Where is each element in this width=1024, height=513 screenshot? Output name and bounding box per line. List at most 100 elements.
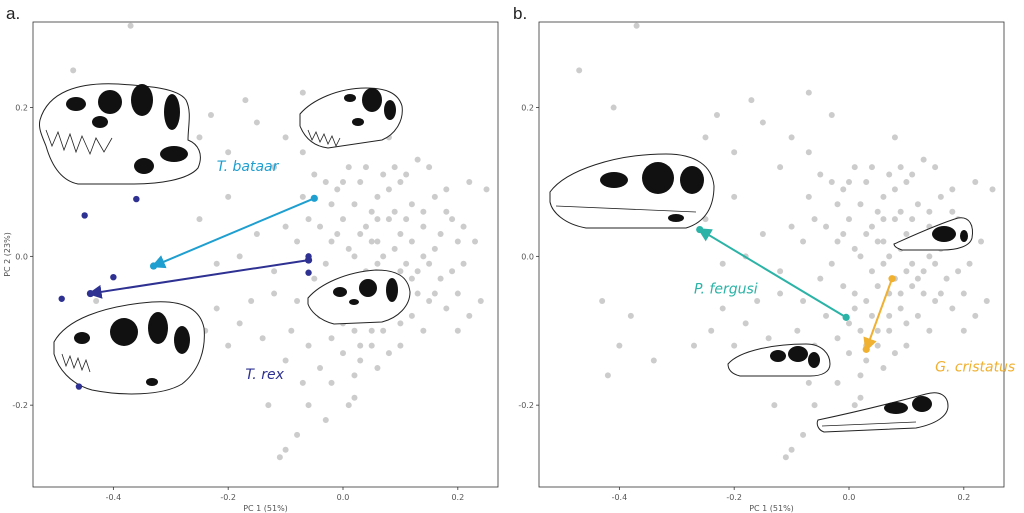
background-point bbox=[874, 327, 881, 334]
background-point bbox=[236, 320, 243, 327]
background-point bbox=[759, 119, 766, 126]
background-point bbox=[426, 260, 433, 267]
background-point bbox=[276, 454, 283, 461]
panel-b-frame bbox=[538, 21, 1005, 488]
background-point bbox=[385, 216, 392, 223]
background-point bbox=[777, 268, 784, 275]
background-point bbox=[777, 164, 784, 171]
background-point bbox=[880, 216, 887, 223]
species-point bbox=[305, 269, 312, 276]
background-point bbox=[299, 193, 306, 200]
background-point bbox=[650, 357, 657, 364]
background-point bbox=[886, 253, 893, 260]
background-point bbox=[288, 327, 295, 334]
juvenile-point bbox=[149, 262, 158, 270]
background-point bbox=[443, 208, 450, 215]
x-tick-label: -0.2 bbox=[726, 493, 742, 502]
background-point bbox=[851, 290, 858, 297]
background-point bbox=[477, 298, 484, 304]
background-point bbox=[374, 238, 381, 245]
background-point bbox=[426, 164, 433, 171]
background-point bbox=[599, 298, 606, 304]
background-point bbox=[880, 238, 887, 245]
background-point bbox=[765, 335, 772, 342]
crocodylomorph-skull-illustration-small-right bbox=[893, 217, 973, 251]
background-point bbox=[713, 112, 720, 118]
background-point bbox=[213, 305, 220, 312]
background-point bbox=[983, 298, 990, 304]
background-point bbox=[857, 201, 864, 208]
background-point bbox=[196, 134, 203, 141]
x-tick-label: 0.0 bbox=[843, 493, 856, 502]
x-tick-label: 0.2 bbox=[451, 493, 464, 502]
background-point bbox=[943, 275, 950, 282]
background-point bbox=[368, 342, 375, 349]
background-point bbox=[932, 298, 939, 304]
background-point bbox=[408, 275, 415, 282]
background-point bbox=[271, 164, 278, 171]
species-point bbox=[133, 195, 140, 203]
background-point bbox=[633, 22, 640, 29]
background-point bbox=[805, 379, 812, 386]
background-point bbox=[788, 446, 795, 453]
background-point bbox=[949, 208, 956, 215]
background-point bbox=[886, 312, 893, 319]
background-point bbox=[414, 290, 421, 297]
background-point bbox=[351, 372, 358, 379]
background-point bbox=[391, 208, 398, 215]
adult-point bbox=[842, 313, 850, 321]
background-point bbox=[93, 298, 100, 304]
x-axis-label: PC 1 (51%) bbox=[243, 504, 288, 513]
background-point bbox=[431, 193, 438, 200]
background-point bbox=[328, 335, 335, 342]
background-point bbox=[403, 216, 410, 223]
background-point bbox=[466, 312, 473, 319]
background-point bbox=[880, 193, 887, 200]
background-point bbox=[742, 320, 749, 327]
background-point bbox=[328, 238, 335, 245]
background-point bbox=[903, 320, 910, 327]
adult-point bbox=[888, 275, 896, 283]
tyrannosaur-skull-illustration-medium bbox=[307, 269, 411, 325]
background-point bbox=[466, 178, 473, 185]
background-point bbox=[731, 149, 738, 156]
juvenile-point bbox=[862, 345, 870, 353]
background-point bbox=[903, 178, 910, 185]
background-point bbox=[213, 260, 220, 267]
background-point bbox=[851, 402, 858, 409]
background-point bbox=[397, 320, 404, 327]
background-point bbox=[966, 260, 973, 267]
background-point bbox=[414, 156, 421, 163]
background-point bbox=[920, 268, 927, 275]
ontogenetic-trajectory-arrow bbox=[863, 278, 893, 352]
background-point bbox=[236, 253, 243, 260]
background-point bbox=[328, 201, 335, 208]
background-point bbox=[305, 342, 312, 349]
background-point bbox=[196, 216, 203, 223]
background-point bbox=[748, 97, 755, 104]
background-point bbox=[932, 260, 939, 267]
background-point bbox=[897, 305, 904, 312]
background-point bbox=[926, 208, 933, 215]
background-point bbox=[345, 402, 352, 409]
background-point bbox=[368, 327, 375, 334]
background-point bbox=[431, 245, 438, 252]
background-point bbox=[811, 216, 818, 223]
background-point bbox=[449, 268, 456, 275]
ontogenetic-trajectory-arrow bbox=[87, 259, 309, 299]
background-point bbox=[955, 268, 962, 275]
background-point bbox=[903, 268, 910, 275]
background-point bbox=[443, 186, 450, 193]
background-point bbox=[225, 149, 232, 156]
background-point bbox=[357, 231, 364, 238]
background-point bbox=[754, 298, 761, 304]
background-point bbox=[334, 231, 341, 238]
background-point bbox=[357, 342, 364, 349]
species-point bbox=[110, 273, 117, 281]
background-point bbox=[874, 342, 881, 349]
background-point bbox=[408, 201, 415, 208]
background-point bbox=[414, 268, 421, 275]
background-point bbox=[311, 171, 318, 178]
background-point bbox=[972, 178, 979, 185]
